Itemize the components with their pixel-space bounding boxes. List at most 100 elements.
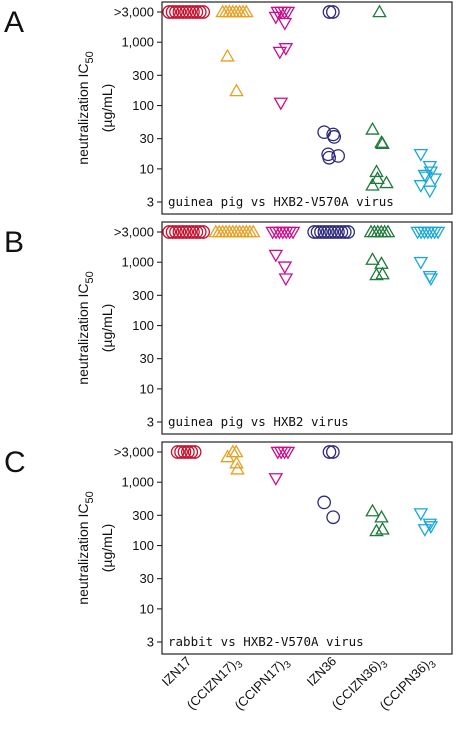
data-point: [370, 171, 385, 184]
data-point: [422, 185, 438, 199]
plot-frame: [161, 221, 453, 435]
y-tick-label: 100: [132, 538, 154, 553]
data-point: [365, 121, 380, 135]
data-point: [307, 225, 322, 239]
y-tick-label: >3,000: [114, 225, 154, 240]
y-tick-label: 3: [147, 415, 154, 430]
data-point: [189, 225, 204, 239]
panel-annotation: rabbit vs HXB2-V570A virus: [168, 634, 364, 649]
data-point: [175, 225, 190, 239]
data-point: [372, 4, 387, 18]
data-point: [187, 445, 202, 459]
data-point: [278, 273, 294, 287]
data-point: [326, 5, 340, 19]
data-point: [165, 5, 180, 19]
data-point: [430, 226, 446, 240]
data-point: [413, 148, 429, 162]
data-point: [169, 5, 183, 19]
data-point: [196, 225, 211, 239]
y-tick-label: 300: [132, 508, 154, 523]
data-point: [165, 225, 180, 239]
data-point: [268, 249, 284, 263]
y-tick-label: 100: [132, 98, 154, 113]
y-axis-label: neutralization IC50: [75, 271, 96, 384]
x-category-label: IZN36: [304, 654, 340, 690]
y-tick-label: 1,000: [121, 35, 154, 50]
data-point: [374, 509, 389, 523]
data-point: [169, 225, 183, 239]
y-tick-label: 1,000: [121, 475, 154, 490]
data-point: [334, 225, 349, 239]
plot-frame: [161, 1, 453, 215]
y-tick-label: 30: [140, 571, 154, 586]
data-point: [375, 136, 390, 149]
data-point: [229, 455, 244, 469]
data-point: [326, 510, 341, 525]
data-point: [369, 267, 384, 281]
y-tick-label: 10: [140, 161, 154, 176]
data-point: [324, 225, 339, 239]
data-point: [369, 164, 384, 178]
data-point: [162, 5, 177, 19]
plot-frame: [161, 441, 453, 655]
y-tick-label: 30: [140, 131, 154, 146]
panel-letter: C: [4, 446, 26, 479]
data-point: [182, 5, 197, 19]
data-point: [179, 5, 194, 19]
panel-annotation: guinea pig vs HXB2-V570A virus: [168, 194, 394, 209]
data-point: [277, 261, 293, 275]
data-point: [229, 83, 244, 97]
data-point: [189, 5, 204, 19]
y-tick-label: >3,000: [114, 5, 154, 20]
data-point: [341, 225, 356, 239]
y-tick-label: 10: [140, 601, 154, 616]
data-point: [184, 445, 199, 459]
y-tick-label: >3,000: [114, 445, 154, 460]
data-point: [413, 508, 429, 522]
data-point: [314, 225, 328, 239]
data-point: [181, 445, 195, 459]
data-point: [423, 521, 439, 534]
data-point: [418, 171, 434, 185]
data-point: [379, 175, 394, 189]
data-point: [322, 5, 337, 19]
y-axis-unit: (µg/mL): [99, 84, 115, 133]
data-point: [272, 46, 288, 60]
data-point: [417, 524, 433, 537]
data-point: [326, 445, 340, 459]
data-point: [422, 270, 438, 284]
y-axis-label: neutralization IC50: [75, 491, 96, 604]
data-point: [327, 130, 342, 144]
data-point: [280, 6, 296, 20]
panel-letter: A: [4, 6, 24, 39]
data-point: [413, 256, 429, 270]
data-point: [317, 495, 332, 510]
data-point: [285, 226, 301, 240]
data-point: [230, 461, 245, 475]
data-point: [239, 4, 254, 18]
data-point: [365, 503, 380, 517]
y-tick-label: 3: [147, 195, 154, 210]
data-point: [427, 173, 443, 187]
data-point: [310, 225, 325, 239]
data-point: [322, 150, 337, 165]
panel-letter: B: [4, 226, 24, 259]
data-point: [320, 225, 335, 239]
y-tick-label: 3: [147, 635, 154, 650]
y-tick-label: 10: [140, 381, 154, 396]
data-point: [220, 449, 235, 463]
data-point: [280, 446, 296, 460]
data-point: [322, 445, 337, 459]
data-point: [369, 523, 384, 537]
data-point: [327, 225, 342, 239]
y-axis-unit: (µg/mL): [99, 524, 115, 573]
data-point: [175, 5, 190, 19]
data-point: [196, 5, 211, 19]
y-axis-label: neutralization IC50: [75, 51, 96, 164]
data-point: [380, 224, 396, 238]
y-tick-label: 300: [132, 68, 154, 83]
data-point: [365, 177, 380, 191]
